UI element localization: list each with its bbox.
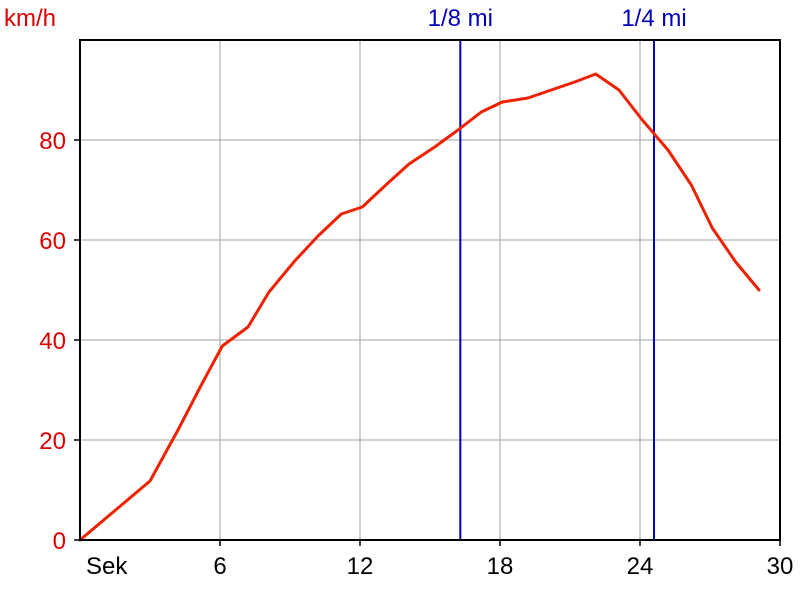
x-axis-ticks: 6 12 18 24 30 — [213, 540, 793, 580]
y-tick-label-80: 80 — [39, 128, 66, 155]
grid — [80, 40, 780, 540]
y-axis-unit-label: km/h — [4, 5, 56, 32]
x-tick-label-6: 6 — [213, 553, 226, 580]
y-tick-label-20: 20 — [39, 428, 66, 455]
x-tick-label-24: 24 — [627, 553, 654, 580]
y-axis-ticks: 0 20 40 60 80 — [39, 128, 80, 555]
y-tick-label-60: 60 — [39, 228, 66, 255]
speed-series — [78, 72, 761, 542]
x-tick-label-30: 30 — [767, 553, 794, 580]
x-tick-label-12: 12 — [347, 553, 374, 580]
x-tick-label-18: 18 — [487, 553, 514, 580]
plot-frame — [79, 39, 781, 541]
marker-label-1: 1/8 mi — [428, 5, 493, 32]
y-tick-label-40: 40 — [39, 328, 66, 355]
y-tick-label-0: 0 — [53, 528, 66, 555]
speed-line — [78, 72, 761, 542]
marker-label-2: 1/4 mi — [621, 5, 686, 32]
x-axis-unit-label: Sek — [86, 553, 128, 580]
distance-markers: 1/8 mi 1/4 mi — [428, 5, 687, 540]
